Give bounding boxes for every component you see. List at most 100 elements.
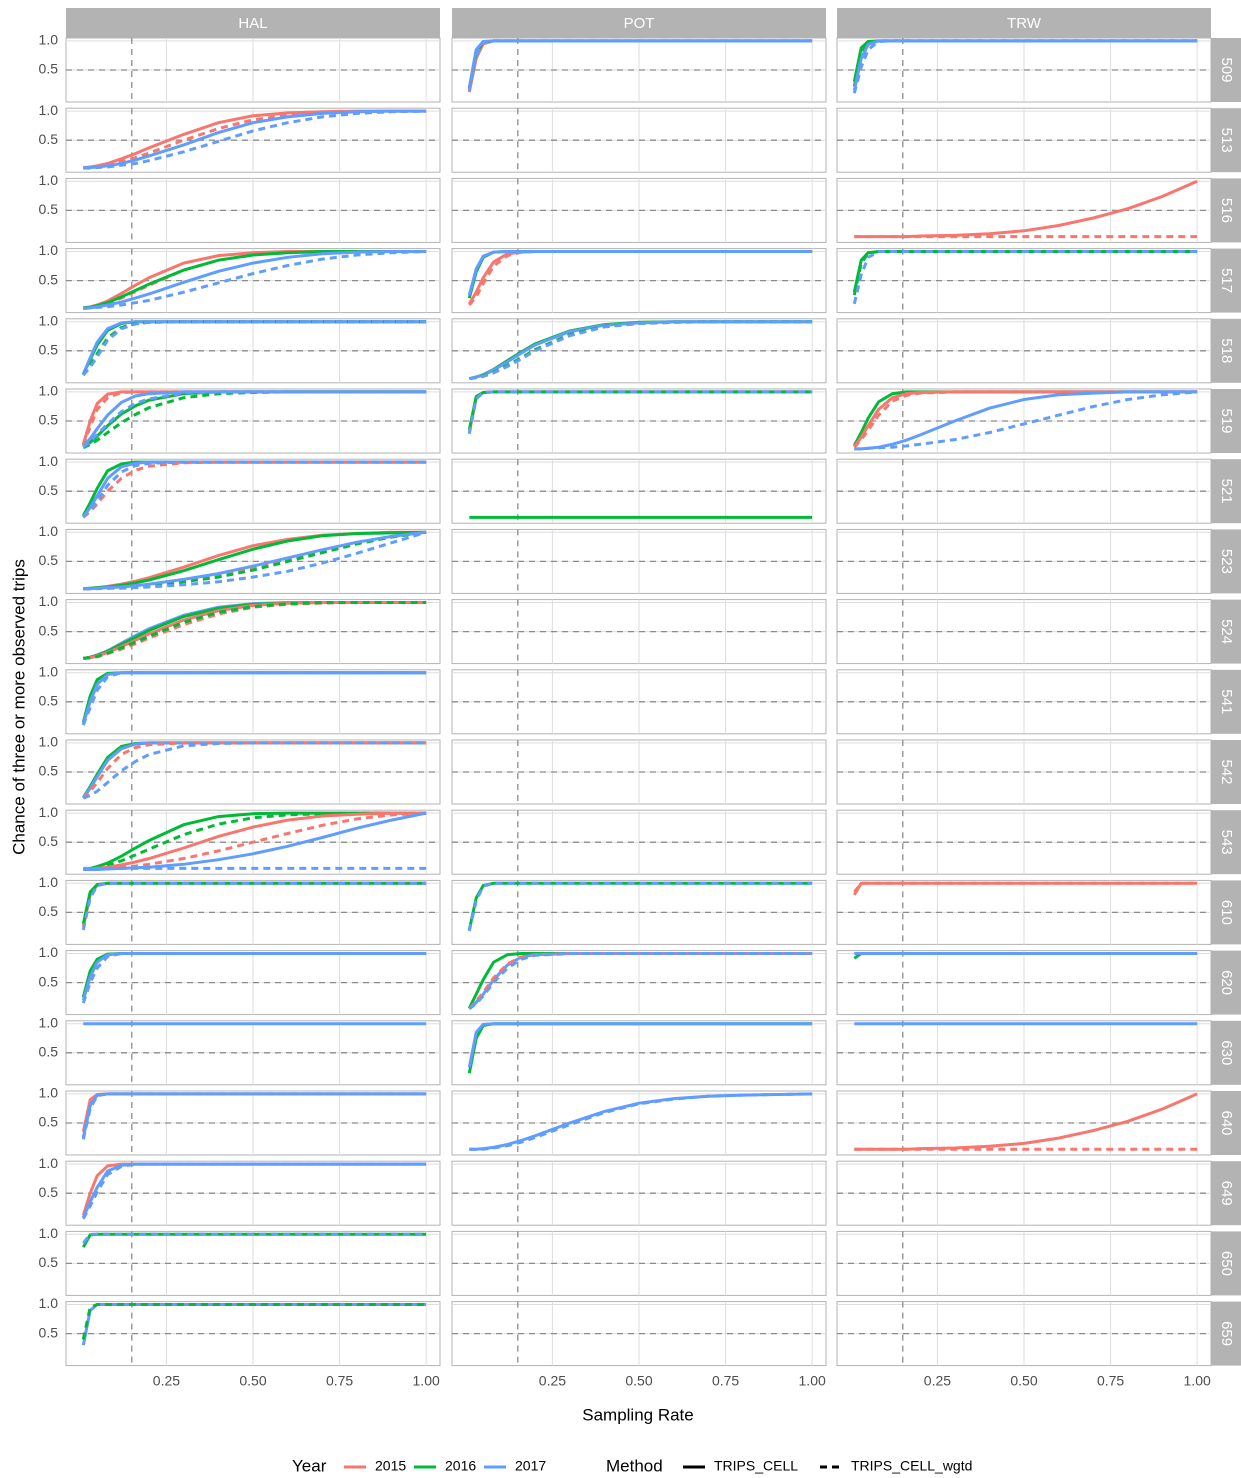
strip bbox=[1211, 38, 1241, 102]
series-line bbox=[852, 39, 1198, 94]
column-label: HAL bbox=[238, 15, 267, 32]
strip bbox=[1211, 178, 1241, 243]
strip bbox=[1211, 1020, 1241, 1085]
series-line bbox=[469, 1092, 813, 1151]
y-tick-label: 1.0 bbox=[39, 663, 59, 679]
strip bbox=[1211, 1161, 1241, 1226]
legend-title: Year bbox=[292, 1456, 327, 1475]
x-tick-label: 0.50 bbox=[239, 1372, 266, 1388]
y-tick-label: 1.0 bbox=[39, 312, 59, 328]
y-tick-label: 0.5 bbox=[39, 1184, 59, 1200]
y-tick-label: 1.0 bbox=[39, 944, 59, 960]
series-line bbox=[467, 39, 813, 91]
y-tick-label: 0.5 bbox=[39, 552, 59, 568]
row-label: 659 bbox=[1218, 1321, 1235, 1346]
series-line bbox=[853, 881, 1198, 893]
x-tick-label: 0.25 bbox=[924, 1372, 951, 1388]
series-line bbox=[81, 881, 427, 931]
x-tick-label: 0.50 bbox=[1010, 1372, 1037, 1388]
strip bbox=[1211, 108, 1241, 173]
legend-label: TRIPS_CELL bbox=[714, 1458, 798, 1474]
column-label: TRW bbox=[1007, 15, 1042, 32]
y-tick-label: 1.0 bbox=[39, 1155, 59, 1171]
y-tick-label: 1.0 bbox=[39, 102, 59, 118]
strip bbox=[1211, 389, 1241, 453]
series-line bbox=[81, 1092, 427, 1140]
y-tick-label: 1.0 bbox=[39, 383, 59, 399]
series-line bbox=[81, 1303, 427, 1340]
row-label: 524 bbox=[1218, 619, 1235, 644]
strip bbox=[1211, 1231, 1241, 1296]
x-tick-label: 0.25 bbox=[153, 1372, 180, 1388]
series-line bbox=[467, 881, 813, 932]
series-line bbox=[467, 390, 813, 435]
strip bbox=[1211, 880, 1241, 945]
legend-label: 2015 bbox=[375, 1458, 406, 1474]
y-tick-label: 1.0 bbox=[39, 804, 59, 820]
y-tick-label: 0.5 bbox=[39, 61, 59, 77]
row-label: 523 bbox=[1218, 549, 1235, 574]
x-tick-label: 0.75 bbox=[326, 1372, 353, 1388]
y-axis-title: Chance of three or more observed trips bbox=[9, 559, 28, 855]
y-tick-label: 1.0 bbox=[39, 32, 59, 48]
y-tick-label: 0.5 bbox=[39, 833, 59, 849]
y-tick-label: 1.0 bbox=[39, 1014, 59, 1030]
y-tick-label: 0.5 bbox=[39, 1254, 59, 1270]
series-line bbox=[852, 250, 1198, 305]
series-line bbox=[469, 320, 813, 381]
y-tick-label: 0.5 bbox=[39, 131, 59, 147]
y-tick-label: 0.5 bbox=[39, 1324, 59, 1340]
strip bbox=[66, 8, 440, 38]
row-label: 650 bbox=[1218, 1251, 1235, 1276]
legend-title: Method bbox=[606, 1456, 663, 1475]
x-tick-label: 0.25 bbox=[539, 1372, 566, 1388]
series-line bbox=[854, 390, 1198, 451]
y-tick-label: 1.0 bbox=[39, 734, 59, 750]
strip bbox=[1211, 318, 1241, 383]
y-tick-label: 0.5 bbox=[39, 1114, 59, 1130]
x-tick-label: 1.00 bbox=[1184, 1372, 1211, 1388]
row-label: 630 bbox=[1218, 1040, 1235, 1065]
row-label: 517 bbox=[1218, 268, 1235, 293]
strip bbox=[1211, 248, 1241, 313]
row-label: 543 bbox=[1218, 830, 1235, 855]
row-label: 640 bbox=[1218, 1110, 1235, 1135]
series-line bbox=[81, 952, 427, 1004]
series-line bbox=[82, 390, 427, 449]
y-tick-label: 0.5 bbox=[39, 763, 59, 779]
y-tick-label: 1.0 bbox=[39, 172, 59, 188]
series-line bbox=[82, 320, 427, 377]
strip bbox=[1211, 740, 1241, 804]
y-tick-label: 1.0 bbox=[39, 453, 59, 469]
row-label: 542 bbox=[1218, 759, 1235, 784]
strip bbox=[1211, 599, 1241, 664]
row-label: 509 bbox=[1218, 57, 1235, 82]
y-tick-label: 0.5 bbox=[39, 412, 59, 428]
y-tick-label: 0.5 bbox=[39, 693, 59, 709]
y-tick-label: 1.0 bbox=[39, 593, 59, 609]
column-label: POT bbox=[624, 15, 655, 32]
y-tick-label: 1.0 bbox=[39, 242, 59, 258]
series-line bbox=[468, 952, 813, 1010]
row-label: 513 bbox=[1218, 128, 1235, 153]
series-line bbox=[82, 741, 427, 800]
row-label: 649 bbox=[1218, 1181, 1235, 1206]
legend-label: 2016 bbox=[445, 1458, 476, 1474]
series-line bbox=[81, 1162, 427, 1220]
series-line bbox=[82, 1232, 427, 1244]
y-tick-label: 0.5 bbox=[39, 271, 59, 287]
legend-label: TRIPS_CELL_wgtd bbox=[851, 1458, 972, 1474]
legend-label: 2017 bbox=[515, 1458, 546, 1474]
y-tick-label: 0.5 bbox=[39, 1044, 59, 1060]
y-tick-label: 0.5 bbox=[39, 482, 59, 498]
row-label: 518 bbox=[1218, 338, 1235, 363]
x-tick-label: 0.75 bbox=[712, 1372, 739, 1388]
row-label: 620 bbox=[1218, 970, 1235, 995]
y-tick-label: 1.0 bbox=[39, 1225, 59, 1241]
series-line bbox=[83, 109, 427, 170]
strip bbox=[1211, 810, 1241, 875]
strip bbox=[1211, 459, 1241, 524]
series-line bbox=[82, 460, 427, 519]
y-tick-label: 1.0 bbox=[39, 1295, 59, 1311]
strip bbox=[452, 8, 826, 38]
